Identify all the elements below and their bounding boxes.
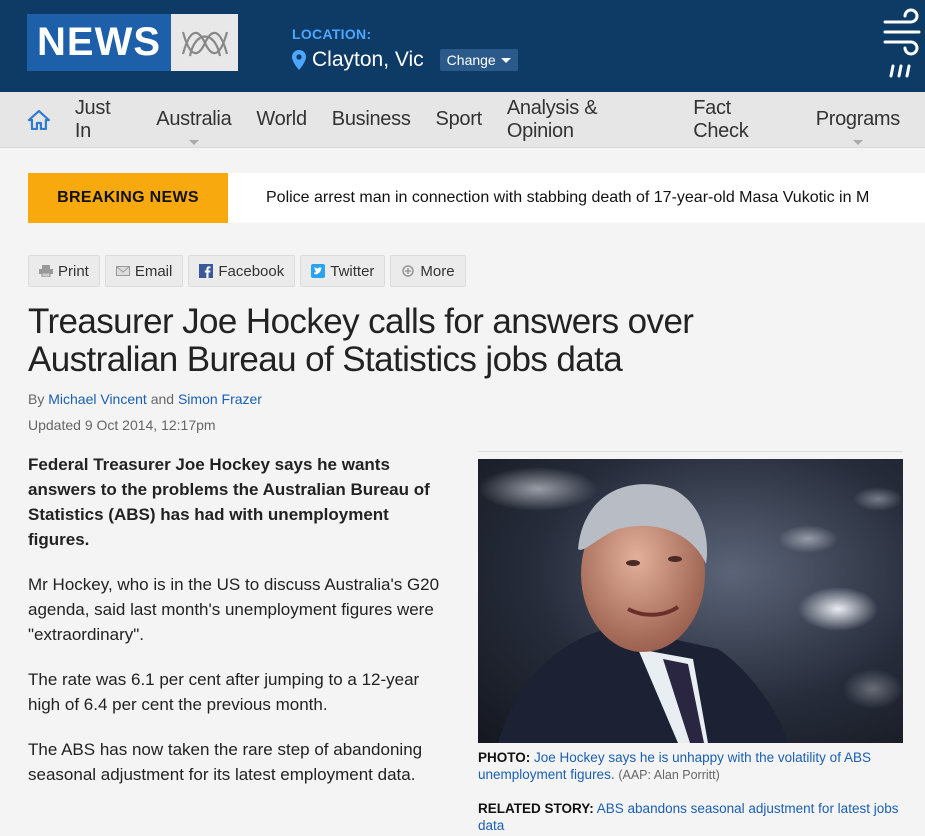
article-paragraph: Mr Hockey, who is in the US to discuss A…	[28, 575, 440, 644]
nav-item-australia[interactable]: Australia	[156, 108, 232, 145]
location-label: LOCATION:	[292, 26, 372, 42]
twitter-label: Twitter	[330, 262, 375, 280]
share-tools: Print Email Facebook Twitter More	[28, 255, 466, 287]
author-link-michael-vincent[interactable]: Michael Vincent	[48, 391, 147, 407]
joe-hockey-photo-illustration	[478, 467, 903, 743]
wind-weather-icon[interactable]	[881, 4, 925, 82]
printer-icon	[39, 265, 53, 277]
nav-item-world[interactable]: World	[256, 108, 307, 130]
facebook-label: Facebook	[218, 262, 285, 280]
submenu-caret-icon	[852, 140, 863, 145]
photo-caption: PHOTO: Joe Hockey says he is unhappy wit…	[478, 749, 903, 784]
breaking-news-bar: BREAKING NEWS Police arrest man in conne…	[28, 173, 925, 223]
facebook-button[interactable]: Facebook	[188, 255, 296, 287]
site-header: NEWS LOCATION: Clayton, Vic Change	[0, 0, 925, 92]
abc-lissajous-icon	[171, 14, 238, 71]
article-lede: Federal Treasurer Joe Hockey says he wan…	[28, 455, 430, 549]
main-nav: Just In Australia World Business Sport A…	[0, 92, 925, 148]
byline: By Michael Vincent and Simon Frazer	[28, 391, 262, 407]
article-body: Federal Treasurer Joe Hockey says he wan…	[28, 452, 453, 807]
more-label: More	[420, 262, 455, 280]
updated-timestamp: Updated 9 Oct 2014, 12:17pm	[28, 417, 216, 433]
twitter-icon	[311, 264, 326, 278]
nav-item-australia-label: Australia	[156, 108, 232, 130]
twitter-button[interactable]: Twitter	[300, 255, 386, 287]
share-more-icon	[402, 265, 415, 277]
envelope-icon	[115, 266, 130, 276]
more-share-button[interactable]: More	[390, 255, 466, 287]
related-story-label: RELATED STORY:	[478, 801, 594, 816]
submenu-caret-icon	[188, 140, 199, 145]
nav-item-business[interactable]: Business	[331, 108, 411, 130]
abc-news-logo[interactable]: NEWS	[27, 14, 238, 71]
change-location-button[interactable]: Change	[439, 49, 518, 71]
location-pin-icon	[292, 50, 306, 70]
byline-and: and	[150, 391, 175, 407]
location-widget: LOCATION: Clayton, Vic Change	[292, 26, 518, 72]
email-label: Email	[134, 262, 173, 280]
related-story: RELATED STORY: ABS abandons seasonal adj…	[478, 800, 903, 834]
byline-by: By	[28, 391, 45, 407]
nav-item-programs-label: Programs	[815, 108, 901, 130]
article-headline: Treasurer Joe Hockey calls for answers o…	[28, 302, 694, 379]
caret-down-icon	[500, 57, 511, 63]
logo-news-text: NEWS	[27, 14, 171, 71]
related-story-link[interactable]: ABS abandons seasonal adjustment for lat…	[478, 801, 899, 833]
email-button[interactable]: Email	[104, 255, 184, 287]
facebook-icon	[199, 264, 214, 278]
nav-item-programs[interactable]: Programs	[815, 108, 901, 145]
print-button[interactable]: Print	[28, 255, 100, 287]
location-city: Clayton, Vic	[312, 48, 424, 71]
divider	[478, 451, 903, 452]
article-photo[interactable]	[478, 459, 903, 743]
author-link-simon-frazer[interactable]: Simon Frazer	[177, 391, 262, 407]
article-paragraph: The rate was 6.1 per cent after jumping …	[28, 670, 420, 714]
nav-item-fact-check[interactable]: Fact Check	[693, 96, 749, 142]
breaking-news-label: BREAKING NEWS	[28, 173, 228, 223]
photo-credit: (AAP: Alan Porritt)	[618, 768, 720, 782]
change-location-label: Change	[446, 52, 496, 68]
photo-caption-link[interactable]: Joe Hockey says he is unhappy with the v…	[478, 750, 871, 782]
article-paragraph: The ABS has now taken the rare step of a…	[28, 740, 423, 784]
nav-item-analysis-opinion[interactable]: Analysis & Opinion	[506, 96, 598, 142]
nav-item-just-in[interactable]: Just In	[74, 96, 111, 142]
breaking-news-link[interactable]: Police arrest man in connection with sta…	[266, 189, 870, 206]
photo-caption-label: PHOTO:	[478, 750, 531, 765]
print-label: Print	[58, 262, 89, 280]
nav-item-sport[interactable]: Sport	[435, 108, 483, 130]
home-icon[interactable]	[27, 109, 51, 131]
